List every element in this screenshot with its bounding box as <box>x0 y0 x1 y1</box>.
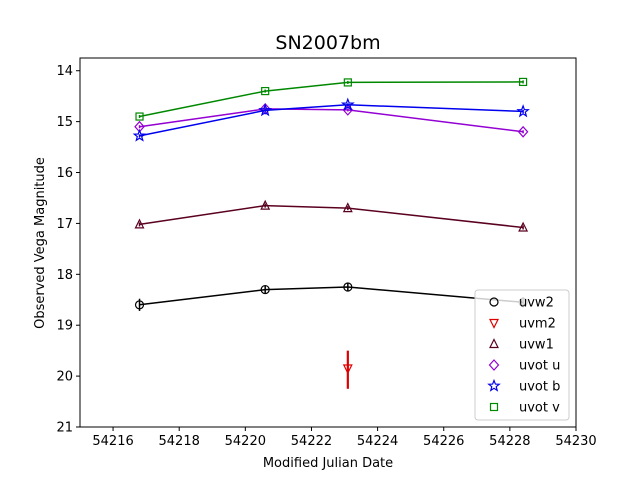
legend-marker-uvot-b <box>487 378 501 392</box>
x-tick-label: 54222 <box>291 434 332 449</box>
x-tick-label: 54230 <box>555 434 596 449</box>
y-tick-label: 15 <box>56 115 73 130</box>
legend-marker-uvm2 <box>489 318 499 329</box>
y-tick-label: 18 <box>56 268 73 283</box>
data-point-uvw2 <box>343 282 353 292</box>
data-point-uvot-u <box>517 125 529 138</box>
series-line-uvot-u <box>139 108 524 133</box>
x-tick-label: 54224 <box>357 434 398 449</box>
data-point-uvw1 <box>518 221 529 232</box>
plot-frame <box>79 57 577 428</box>
legend-label-uvot-u: uvot u <box>519 359 560 374</box>
y-tick-label: 19 <box>56 319 73 334</box>
legend-marker-uvot-u <box>488 359 500 371</box>
legend-label-uvot-b: uvot b <box>519 380 560 395</box>
legend-marker-uvw1 <box>489 338 499 349</box>
legend-label-uvm2: uvm2 <box>519 317 556 332</box>
series-line-uvot-v <box>139 81 524 118</box>
series-line-uvw1 <box>139 204 524 229</box>
data-point-uvot-v <box>343 78 352 87</box>
legend-box <box>474 289 570 421</box>
plot-area: 54216 54218 54220 54222 54224 54226 54228 54230… <box>56 57 597 449</box>
y-tick-label: 21 <box>56 421 73 436</box>
data-point-uvw2 <box>260 284 270 295</box>
y-axis-label: Observed Vega Magnitude <box>33 157 48 329</box>
data-point-uvot-v <box>518 77 528 87</box>
data-point-uvot-u <box>259 103 271 115</box>
data-point-uvot-v <box>135 112 144 121</box>
data-point-uvw2 <box>134 300 145 310</box>
data-point-uvw1 <box>260 199 271 210</box>
legend-marker-uvot-v <box>489 402 499 412</box>
data-point-uvot-b <box>132 128 147 142</box>
x-tick-label: 54216 <box>92 434 133 449</box>
y-tick-label: 17 <box>56 217 73 232</box>
data-point-uvot-b <box>516 104 530 118</box>
y-tick-label: 14 <box>56 64 73 79</box>
chart-title: SN2007bm <box>275 32 380 54</box>
legend-label-uvw2: uvw2 <box>519 296 554 311</box>
y-tick-label: 16 <box>56 166 73 181</box>
data-point-uvw1 <box>342 202 353 213</box>
series-line-uvw2 <box>139 286 524 306</box>
legend-label-uvot-v: uvot v <box>519 401 560 416</box>
data-point-uvot-v <box>261 86 270 96</box>
legend: uvw2 uvm2 uvw1 uvot u uvot b uvot v <box>474 289 570 421</box>
series-line-uvot-b <box>139 104 524 137</box>
x-tick-label: 54226 <box>423 434 464 449</box>
y-tick-label: 20 <box>56 370 73 385</box>
x-tick-label: 54218 <box>159 434 200 449</box>
data-point-uvm2 <box>342 364 353 375</box>
legend-label-uvw1: uvw1 <box>519 338 554 353</box>
x-axis-label: Modified Julian Date <box>263 456 393 471</box>
data-point-uvot-b <box>258 103 273 117</box>
data-point-uvot-b <box>340 97 355 111</box>
x-tick-label: 54220 <box>225 434 266 449</box>
legend-marker-uvw2 <box>489 297 499 307</box>
x-tick-label: 54228 <box>489 434 530 449</box>
data-point-uvw1 <box>134 218 145 229</box>
